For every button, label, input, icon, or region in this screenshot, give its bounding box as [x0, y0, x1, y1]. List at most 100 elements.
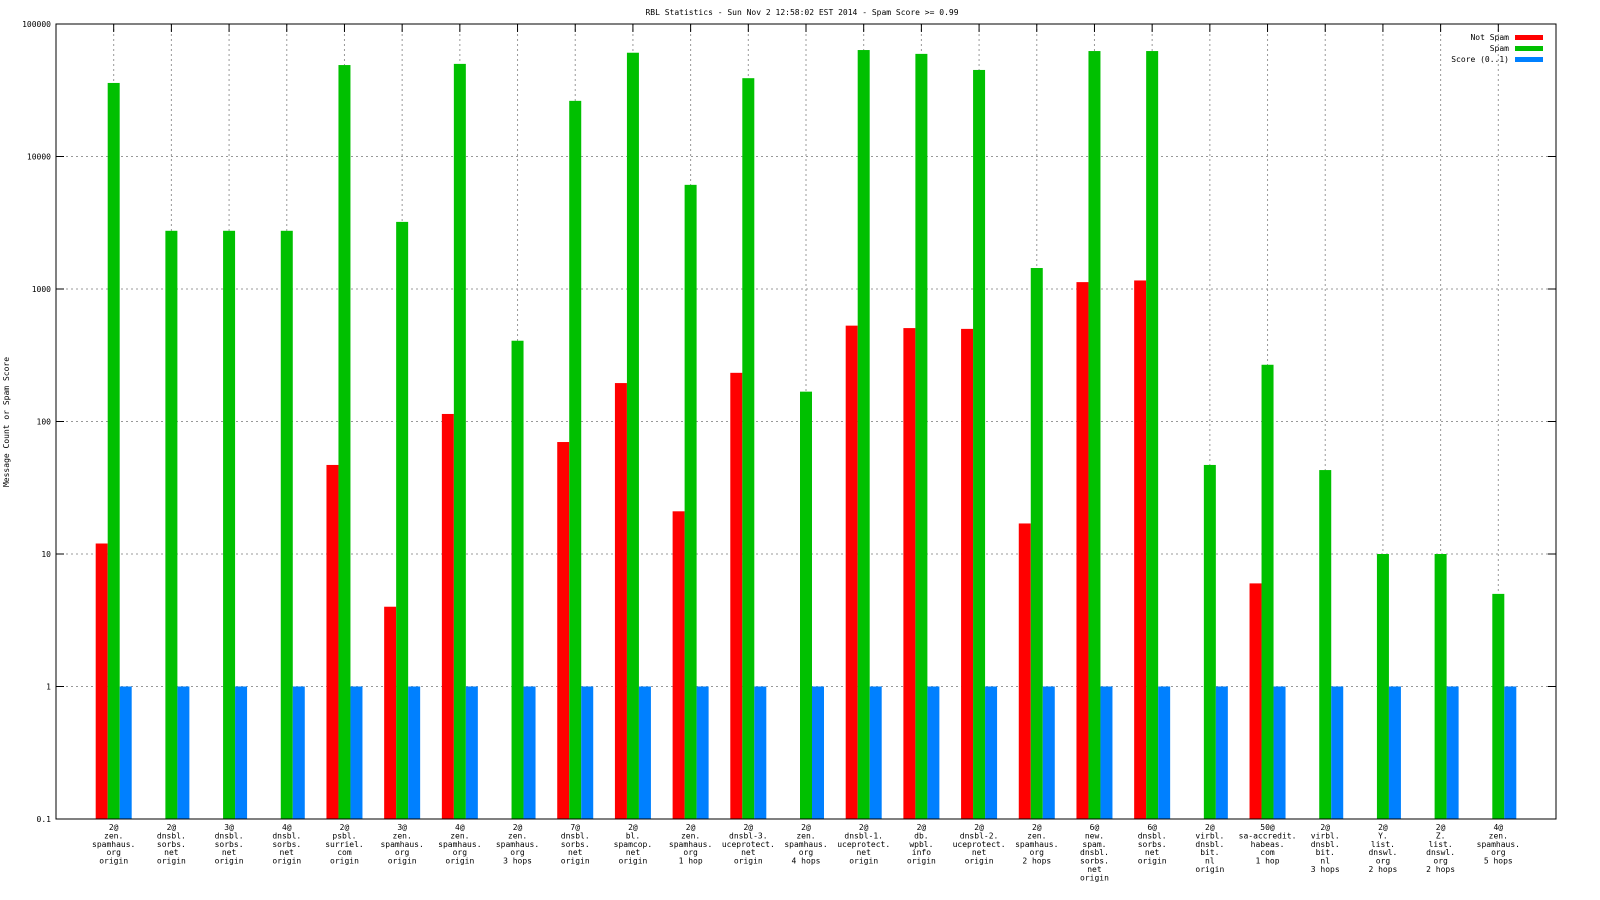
bar-not-spam-1: [95, 543, 108, 819]
x-tick-label-line: org: [453, 848, 468, 857]
bar-score-0-1-10: [638, 686, 651, 819]
x-tick-label-line: origin: [445, 857, 474, 866]
bar-score-0-1-13: [812, 686, 824, 819]
x-tick-label-line: sorbs.: [1138, 840, 1167, 849]
bar-score-0-1-25: [1504, 686, 1517, 819]
x-tick-label-line: origin: [1080, 873, 1109, 882]
x-tick-label-line: new.: [1085, 831, 1104, 840]
x-tick-label: 4@ zen. spamhaus. org 5 hops: [1477, 823, 1520, 866]
bar-score-0-1-7: [465, 686, 478, 819]
bar-not-spam-7: [441, 413, 454, 819]
bar-score-0-1-23: [1388, 686, 1401, 819]
bar-spam-21: [1261, 364, 1274, 819]
x-tick-label-line: 2 hops: [1022, 857, 1051, 866]
bar-spam-23: [1376, 554, 1389, 819]
x-tick-label-line: dnsbl-2.: [960, 831, 999, 840]
legend-swatch: [1515, 35, 1543, 40]
x-tick-label-line: 50@: [1260, 823, 1275, 832]
y-tick-label: 1000: [32, 285, 51, 294]
bar-spam-10: [626, 52, 639, 820]
x-tick-label-line: info: [912, 848, 931, 857]
bar-score-0-1-19: [1158, 686, 1171, 819]
x-tick-label-line: Z.: [1436, 831, 1446, 840]
chart-title: RBL Statistics - Sun Nov 2 12:58:02 EST …: [645, 8, 958, 17]
x-tick-label-line: dnsbl.: [1138, 831, 1167, 840]
x-tick-label-line: org: [1491, 848, 1506, 857]
x-tick-label-line: net: [1087, 865, 1102, 874]
x-tick-label: 2@ Z. list. dnswl. org 2 hops: [1426, 823, 1455, 874]
x-tick-label-line: 2 hops: [1426, 865, 1455, 874]
x-tick-label-line: origin: [965, 857, 994, 866]
x-tick-label: 3@ dnsbl. sorbs. net origin: [215, 823, 244, 866]
bar-spam-3: [223, 230, 236, 819]
x-tick-label-line: zen.: [450, 831, 469, 840]
y-tick-label: 100: [37, 418, 52, 427]
bar-score-0-1-9: [581, 686, 594, 819]
bar-spam-9: [569, 100, 582, 820]
y-axis-label: Message Count or Spam Score: [2, 357, 11, 487]
x-tick-label-line: org: [1376, 857, 1391, 866]
x-tick-label-line: spamhaus.: [380, 840, 423, 849]
x-tick-label-line: 3 hops: [1311, 865, 1340, 874]
bar-spam-4: [280, 230, 293, 819]
x-tick-label-line: zen.: [681, 831, 700, 840]
bar-score-0-1-6: [408, 686, 421, 819]
bar-score-0-1-22: [1331, 686, 1344, 819]
x-tick-label-line: sa-accredit.: [1239, 831, 1297, 840]
bar-score-0-1-24: [1446, 686, 1459, 819]
x-tick-label-line: origin: [849, 857, 878, 866]
x-tick-label-line: org: [799, 848, 814, 857]
bar-not-spam-6: [384, 606, 397, 819]
y-tick-label: 10000: [27, 153, 51, 162]
bar-score-0-1-16: [985, 686, 998, 819]
x-tick-label: 2@ db. wpbl. info origin: [907, 823, 936, 866]
x-tick-label: 4@ zen. spamhaus. org origin: [438, 823, 481, 866]
bar-spam-5: [338, 65, 351, 820]
y-tick-labels: 100000 10000 1000 100 10 1 0.1: [22, 20, 51, 824]
bar-score-0-1-4: [292, 686, 305, 819]
bar-spam-16: [973, 69, 986, 819]
x-tick-label-line: wpbl.: [909, 840, 933, 849]
x-tick-label-line: origin: [272, 857, 301, 866]
x-tick-label-line: org: [395, 848, 410, 857]
bar-not-spam-9: [557, 442, 570, 819]
x-tick-label-line: nl: [1320, 857, 1330, 866]
x-tick-label-line: origin: [734, 857, 763, 866]
x-tick-label-line: 2@: [917, 823, 927, 832]
y-tick-label: 100000: [22, 20, 51, 29]
x-tick-label-line: net: [741, 848, 756, 857]
x-tick-label-line: spamcop.: [614, 840, 653, 849]
x-tick-label-line: net: [972, 848, 987, 857]
x-tick-label-line: nl: [1205, 857, 1215, 866]
x-tick-label-line: origin: [215, 857, 244, 866]
x-tick-label-line: dnsbl.: [1311, 840, 1340, 849]
x-tick-label-line: 4@: [455, 823, 465, 832]
bar-spam-25: [1492, 593, 1505, 819]
x-tick-label-line: 4@: [282, 823, 292, 832]
x-tick-label: 2@ dnsbl-1. uceprotect. net origin: [837, 823, 890, 866]
x-tick-label: 2@ zen. spamhaus. org 2 hops: [1015, 823, 1058, 866]
bar-not-spam-17: [1018, 523, 1031, 819]
bar-not-spam-10: [614, 383, 627, 819]
x-tick-label-line: 2@: [1436, 823, 1446, 832]
bar-not-spam-16: [961, 328, 974, 819]
bar-not-spam-14: [845, 325, 858, 819]
x-tick-label-line: net: [856, 848, 871, 857]
x-tick-label-line: 2@: [1205, 823, 1215, 832]
bar-spam-24: [1434, 554, 1447, 819]
x-tick-label-line: net: [1145, 848, 1160, 857]
legend: Not Spam Spam Score (0..1): [1451, 33, 1543, 64]
x-tick-label-line: net: [280, 848, 295, 857]
bar-spam-1: [107, 82, 120, 820]
x-tick-label: 2@ Y. list. dnswl. org 2 hops: [1368, 823, 1397, 874]
x-tick-label-line: list.: [1371, 840, 1395, 849]
x-tick-label: 2@ dnsbl. sorbs. net origin: [157, 823, 186, 866]
x-tick-label: 4@ dnsbl. sorbs. net origin: [272, 823, 301, 866]
x-tick-label-line: org: [683, 848, 698, 857]
x-tick-label-line: surriel.: [325, 840, 364, 849]
x-tick-label-line: zen.: [104, 831, 123, 840]
bar-spam-13: [800, 391, 812, 819]
x-tick-label-line: 2 hops: [1368, 865, 1397, 874]
